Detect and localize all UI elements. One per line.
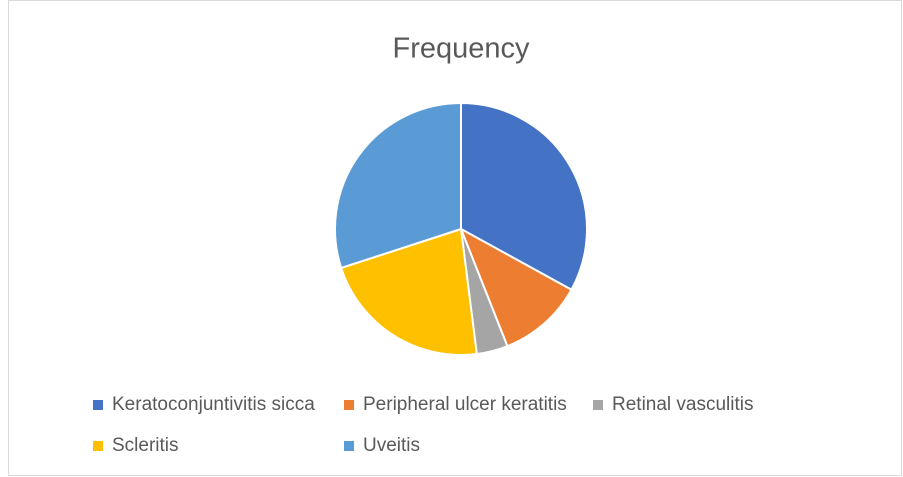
pie-slice	[459, 226, 573, 348]
legend-label: Peripheral ulcer keratitis	[363, 394, 567, 415]
legend-label: Retinal vasculitis	[612, 394, 754, 415]
chart-title: Frequency	[392, 33, 530, 65]
legend-swatch	[344, 441, 354, 451]
pie-slice	[460, 101, 588, 292]
pie-slice	[339, 227, 478, 356]
legend-swatch	[593, 400, 603, 410]
legend-label: Uveitis	[363, 435, 420, 456]
legend-label: Keratoconjuntivitis sicca	[112, 394, 315, 415]
legend-swatch	[93, 441, 103, 451]
legend-label: Scleritis	[112, 435, 179, 456]
legend-swatch	[344, 400, 354, 410]
legend-swatch	[93, 400, 103, 410]
pie-slice	[334, 101, 462, 270]
